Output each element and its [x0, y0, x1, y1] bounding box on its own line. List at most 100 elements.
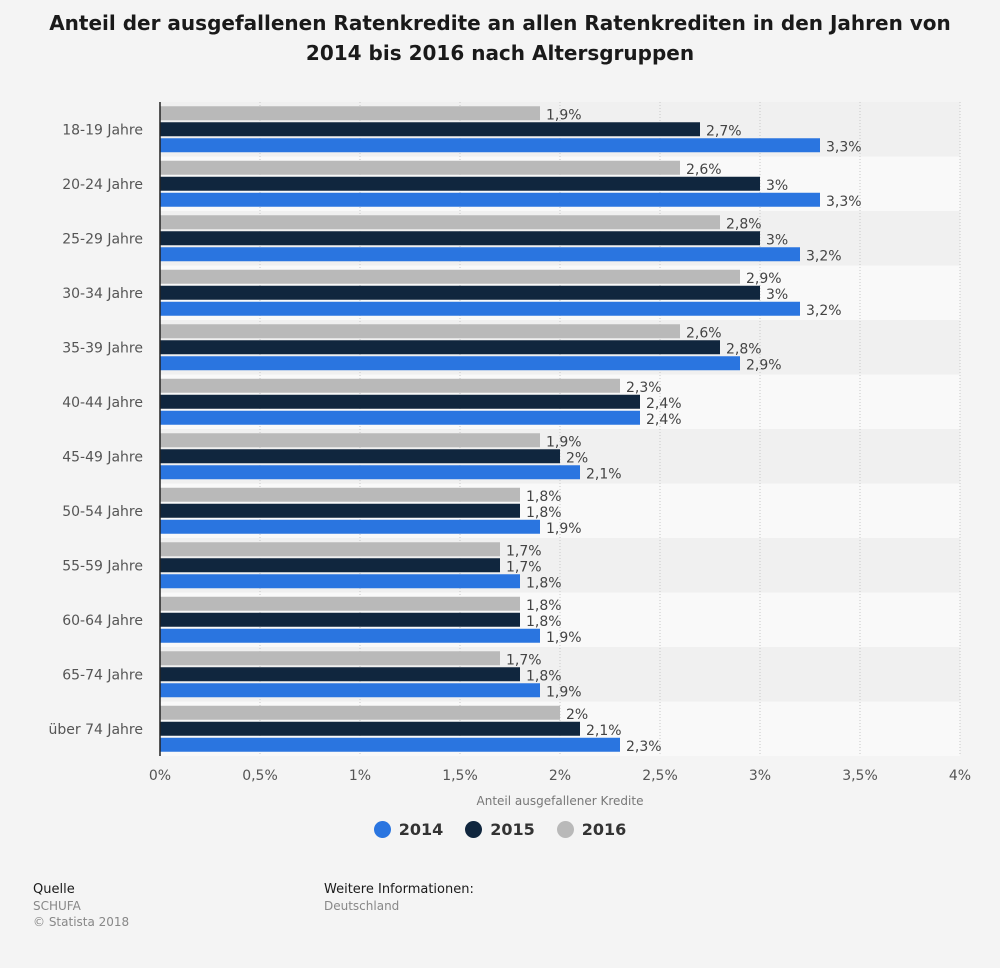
- data-label: 1,8%: [526, 505, 562, 521]
- bar-2014[interactable]: [160, 683, 540, 698]
- copyright-text: © Statista 2018: [33, 915, 130, 929]
- bar-2015[interactable]: [160, 721, 580, 736]
- x-tick-label: 2%: [549, 768, 571, 784]
- data-label: 2,3%: [626, 380, 662, 396]
- bar-2016[interactable]: [160, 433, 540, 448]
- legend-item-2015[interactable]: 2015: [465, 820, 535, 839]
- category-label: 50-54 Jahre: [62, 504, 143, 520]
- data-label: 3%: [766, 232, 788, 248]
- bar-2015[interactable]: [160, 558, 500, 573]
- data-label: 1,9%: [546, 434, 582, 450]
- data-label: 1,9%: [546, 684, 582, 700]
- bar-2015[interactable]: [160, 285, 760, 300]
- data-label: 2,1%: [586, 723, 622, 739]
- bar-2016[interactable]: [160, 596, 520, 611]
- bar-2014[interactable]: [160, 574, 520, 589]
- data-label: 1,7%: [506, 559, 542, 575]
- bar-2015[interactable]: [160, 394, 640, 409]
- data-label: 3,2%: [806, 303, 842, 319]
- bar-2016[interactable]: [160, 106, 540, 121]
- info-heading: Weitere Informationen:: [324, 882, 474, 897]
- data-label: 1,8%: [526, 668, 562, 684]
- bar-2015[interactable]: [160, 449, 560, 464]
- data-label: 2,3%: [626, 739, 662, 755]
- bar-2016[interactable]: [160, 651, 500, 666]
- data-label: 1,8%: [526, 575, 562, 591]
- data-label: 2,6%: [686, 325, 722, 341]
- bar-2015[interactable]: [160, 122, 700, 137]
- data-label: 1,8%: [526, 598, 562, 614]
- chart-title: Anteil der ausgefallenen Ratenkredite an…: [49, 11, 951, 65]
- x-tick-label: 1,5%: [442, 768, 478, 784]
- data-label: 2,4%: [646, 396, 682, 412]
- data-label: 1,8%: [526, 489, 562, 505]
- data-label: 1,9%: [546, 107, 582, 123]
- bar-2014[interactable]: [160, 737, 620, 752]
- bar-2014[interactable]: [160, 192, 820, 207]
- bar-2014[interactable]: [160, 356, 740, 371]
- data-label: 1,9%: [546, 630, 582, 646]
- category-label: 40-44 Jahre: [62, 395, 143, 411]
- data-label: 3,2%: [806, 248, 842, 264]
- data-label: 2%: [566, 450, 588, 466]
- data-label: 2,8%: [726, 341, 762, 357]
- bar-2015[interactable]: [160, 340, 720, 355]
- category-label: über 74 Jahre: [49, 722, 144, 738]
- legend-item-2016[interactable]: 2016: [556, 820, 627, 839]
- data-label: 1,9%: [546, 521, 582, 537]
- bar-2016[interactable]: [160, 378, 620, 393]
- bar-2015[interactable]: [160, 503, 520, 518]
- bar-2014[interactable]: [160, 138, 820, 153]
- category-label: 20-24 Jahre: [62, 177, 143, 193]
- bar-2015[interactable]: [160, 612, 520, 627]
- bar-2014[interactable]: [160, 410, 640, 425]
- chart-legend: 2014 2015 2016: [0, 820, 1000, 839]
- bar-2014[interactable]: [160, 465, 580, 480]
- x-tick-label: 0,5%: [242, 768, 278, 784]
- bar-2016[interactable]: [160, 324, 680, 339]
- bar-2016[interactable]: [160, 160, 680, 175]
- bar-2014[interactable]: [160, 301, 800, 316]
- legend-label: 2015: [490, 820, 535, 839]
- x-tick-label: 0%: [149, 768, 171, 784]
- data-label: 3%: [766, 287, 788, 303]
- source-heading: Quelle: [33, 882, 75, 897]
- legend-dot-icon: [373, 821, 391, 838]
- x-tick-label: 3,5%: [842, 768, 878, 784]
- bar-2016[interactable]: [160, 215, 720, 230]
- legend-item-2014[interactable]: 2014: [373, 820, 444, 839]
- bar-2015[interactable]: [160, 176, 760, 191]
- category-label: 18-19 Jahre: [62, 122, 143, 138]
- info-text: Deutschland: [324, 899, 400, 913]
- data-label: 3%: [766, 178, 788, 194]
- x-axis-label: Anteil ausgefallener Kredite: [477, 794, 644, 808]
- x-tick-label: 3%: [749, 768, 771, 784]
- legend-dot-icon: [465, 821, 483, 838]
- bar-2015[interactable]: [160, 231, 760, 246]
- data-label: 2,6%: [686, 162, 722, 178]
- x-tick-label: 4%: [949, 768, 971, 784]
- data-label: 1,7%: [506, 543, 542, 559]
- data-label: 3,3%: [826, 194, 862, 210]
- category-label: 35-39 Jahre: [62, 340, 143, 356]
- data-label: 3,3%: [826, 139, 862, 155]
- data-label: 2,4%: [646, 412, 682, 428]
- data-label: 2%: [566, 707, 588, 723]
- bar-2016[interactable]: [160, 705, 560, 720]
- bar-2014[interactable]: [160, 247, 800, 262]
- bar-2016[interactable]: [160, 269, 740, 284]
- legend-label: 2014: [398, 820, 444, 839]
- bar-2014[interactable]: [160, 519, 540, 534]
- legend-dot-icon: [556, 821, 574, 838]
- bar-2014[interactable]: [160, 628, 540, 643]
- x-tick-label: 2,5%: [642, 768, 678, 784]
- bar-2015[interactable]: [160, 667, 520, 682]
- legend-label: 2016: [581, 820, 627, 839]
- bar-2016[interactable]: [160, 487, 520, 502]
- x-tick-label: 1%: [349, 768, 371, 784]
- info-block: Weitere Informationen: Deutschland: [324, 882, 474, 914]
- bar-2016[interactable]: [160, 542, 500, 557]
- category-label: 45-49 Jahre: [62, 449, 143, 465]
- data-label: 2,7%: [706, 123, 742, 139]
- data-label: 2,9%: [746, 271, 782, 287]
